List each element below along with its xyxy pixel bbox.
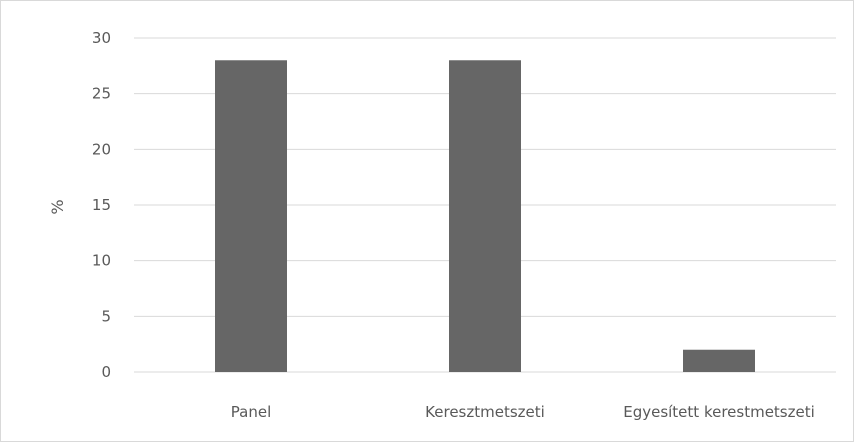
y-tick-label: 5 [101, 307, 111, 325]
y-tick-label: 30 [92, 29, 111, 47]
x-axis-categories: Panel Keresztmetszeti Egyesített kerestmet… [231, 403, 815, 421]
y-axis-ticks: 0 5 10 15 20 25 30 [92, 29, 111, 381]
bar-keresztmetszeti [449, 60, 521, 373]
y-tick-label: 25 [92, 85, 111, 103]
y-tick-label: 10 [92, 252, 111, 270]
x-category-label: Keresztmetszeti [425, 403, 545, 421]
bars [215, 60, 755, 373]
y-axis-label: % [48, 199, 67, 214]
y-tick-label: 15 [92, 196, 111, 214]
x-category-label: Egyesített kerestmetszeti [623, 403, 815, 421]
x-category-label: Panel [231, 403, 271, 421]
bar-egyesített-kerestmetszeti [683, 349, 755, 372]
y-tick-label: 20 [92, 140, 111, 158]
bar-panel [215, 60, 287, 373]
y-tick-label: 0 [101, 363, 111, 381]
